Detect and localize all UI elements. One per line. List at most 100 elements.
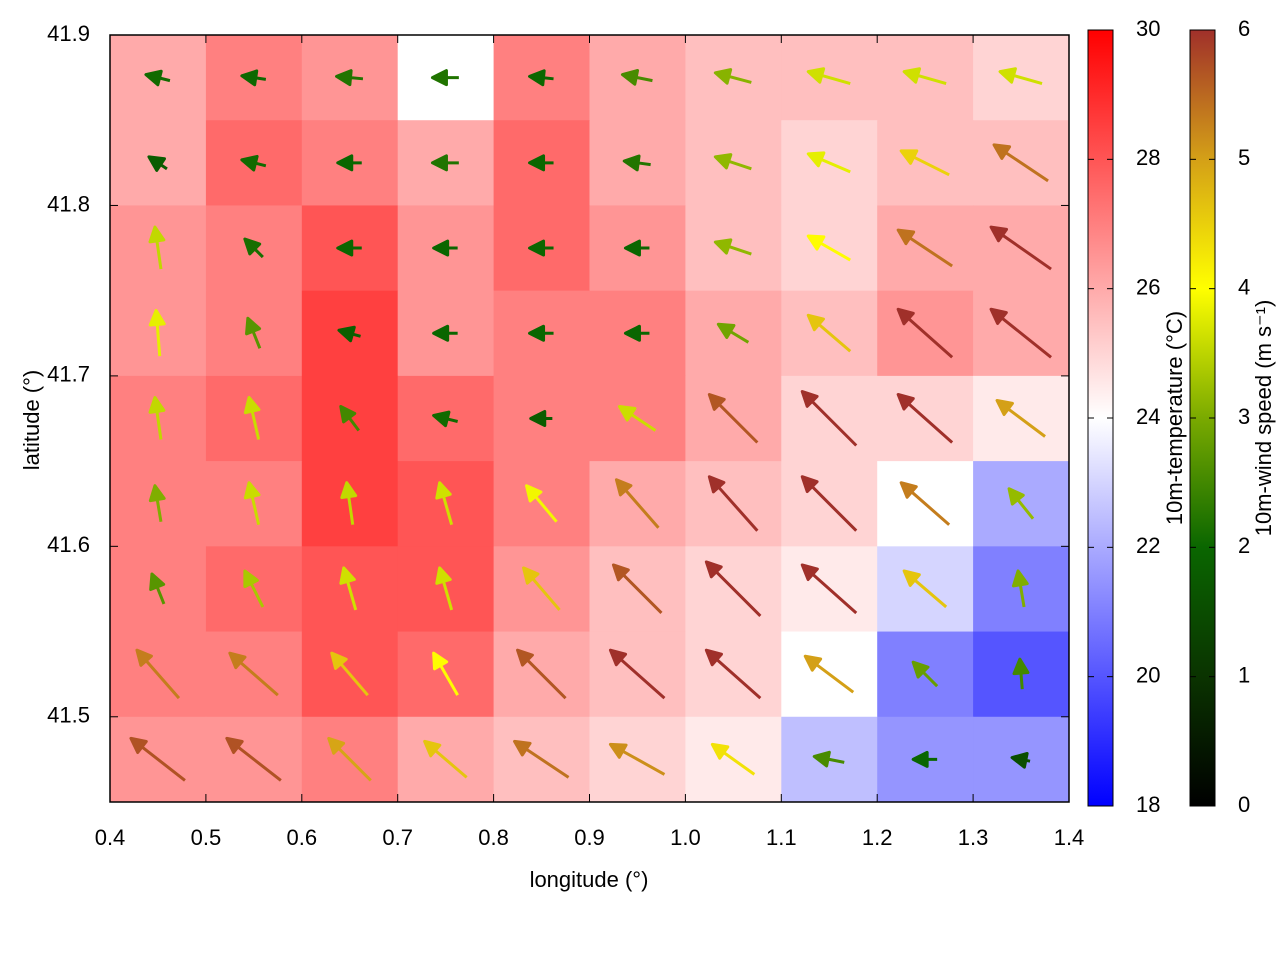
wind-arrow xyxy=(716,322,750,344)
wind-arrow xyxy=(337,325,361,343)
wind-arrow xyxy=(435,481,454,526)
wind-arrow xyxy=(704,560,762,618)
temperature-colorbar-tick-label: 24 xyxy=(1136,404,1160,429)
wind-arrow xyxy=(620,68,653,86)
wind-arrow xyxy=(148,308,166,357)
y-tick-label: 41.6 xyxy=(47,532,90,557)
wind-arrow xyxy=(902,569,948,609)
wind-arrow xyxy=(899,149,950,177)
wind-arrow xyxy=(225,736,282,782)
y-tick-label: 41.7 xyxy=(47,362,90,387)
wind-arrow xyxy=(144,69,171,87)
wind-arrow xyxy=(617,405,657,432)
wind-arrow xyxy=(1007,487,1035,520)
wind-arrow xyxy=(713,68,752,85)
x-tick-label: 1.3 xyxy=(958,825,989,850)
wind-colorbar-tick-label: 2 xyxy=(1238,533,1250,558)
y-tick-label: 41.8 xyxy=(47,191,90,216)
wind-arrow xyxy=(522,566,561,611)
wind-arrow xyxy=(240,69,267,87)
wind-arrow xyxy=(528,324,554,342)
wind-arrow xyxy=(148,484,166,522)
wind-arrow xyxy=(513,739,570,779)
x-tick-label: 0.6 xyxy=(287,825,318,850)
wind-arrow xyxy=(704,648,762,700)
wind-arrow xyxy=(608,742,666,776)
wind-arrow xyxy=(623,324,650,342)
x-axis-label: longitude (°) xyxy=(530,867,649,892)
wind-arrow xyxy=(989,225,1052,271)
wind-arrow xyxy=(806,313,852,353)
temperature-colorbar-tick-label: 26 xyxy=(1136,274,1160,299)
wind-arrow xyxy=(622,154,651,172)
wind-arrow xyxy=(335,69,364,87)
wind-arrow xyxy=(800,563,858,615)
x-tick-label: 1.4 xyxy=(1054,825,1085,850)
wind-colorbar-tick-label: 1 xyxy=(1238,662,1250,687)
wind-arrow xyxy=(340,481,358,525)
wind-arrow xyxy=(896,307,954,359)
wind-arrow xyxy=(812,750,845,768)
wind-arrow xyxy=(710,742,756,776)
wind-arrow xyxy=(614,478,660,529)
x-tick-label: 0.7 xyxy=(382,825,413,850)
wind-arrow xyxy=(240,154,267,172)
wind-arrow xyxy=(528,154,554,172)
wind-colorbar-tick-label: 4 xyxy=(1238,274,1250,299)
wind-arrow xyxy=(803,654,855,694)
wind-arrow xyxy=(528,239,554,257)
wind-arrow xyxy=(339,566,358,611)
wind-arrow xyxy=(327,736,372,782)
wind-arrow xyxy=(911,660,939,688)
wind-arrows xyxy=(129,67,1052,782)
wind-arrow xyxy=(713,238,752,256)
x-tick-label: 1.1 xyxy=(766,825,797,850)
wind-colorbar-label: 10m-wind speed (m s⁻¹) xyxy=(1251,300,1276,537)
wind-arrow xyxy=(707,475,759,532)
wind-colorbar-tick-label: 0 xyxy=(1238,792,1250,817)
wind-arrow xyxy=(243,481,261,526)
temperature-colorbar-tick-label: 28 xyxy=(1136,145,1160,170)
wind-arrow xyxy=(516,648,567,700)
temperature-colorbar-tick-label: 30 xyxy=(1136,16,1160,41)
wind-arrow xyxy=(525,484,558,523)
wind-arrow xyxy=(713,153,752,171)
temperature-colorbar-tick-label: 18 xyxy=(1136,792,1160,817)
wind-arrow xyxy=(995,399,1046,438)
wind-arrow xyxy=(806,234,851,262)
wind-arrow xyxy=(1012,657,1030,690)
y-axis-label: latitude (°) xyxy=(19,370,44,471)
wind-arrow xyxy=(529,410,553,427)
wind-arrow xyxy=(1010,751,1031,769)
wind-colorbar-tick-label: 3 xyxy=(1238,404,1250,429)
wind-arrow xyxy=(245,316,262,349)
wind-arrow xyxy=(430,69,459,87)
temperature-colorbar-tick-label: 20 xyxy=(1136,662,1160,687)
wind-arrow xyxy=(911,750,938,768)
temperature-colorbar-tick-label: 22 xyxy=(1136,533,1160,558)
wind-arrow xyxy=(149,572,166,605)
x-tick-label: 0.9 xyxy=(574,825,605,850)
wind-arrow xyxy=(435,566,454,611)
wind-arrow xyxy=(800,475,858,532)
x-tick-label: 0.4 xyxy=(95,825,126,850)
wind-arrow xyxy=(148,396,166,440)
wind-arrow xyxy=(432,651,459,696)
wind-arrow xyxy=(806,151,851,174)
wind-arrow xyxy=(989,307,1052,359)
wind-arrow xyxy=(243,569,265,608)
wind-arrow xyxy=(992,143,1049,183)
wind-arrow xyxy=(608,648,666,700)
wind-arrow xyxy=(800,390,858,447)
wind-arrow xyxy=(129,736,186,782)
wind-arrow xyxy=(806,67,851,86)
wind-arrow xyxy=(135,648,181,700)
wind-arrow xyxy=(432,239,458,257)
wind-arrow xyxy=(336,239,362,257)
x-tick-label: 1.2 xyxy=(862,825,893,850)
wind-colorbar-tick-label: 6 xyxy=(1238,16,1250,41)
x-tick-label: 0.5 xyxy=(191,825,222,850)
wind-arrow xyxy=(528,69,554,87)
x-tick-label: 1.0 xyxy=(670,825,701,850)
